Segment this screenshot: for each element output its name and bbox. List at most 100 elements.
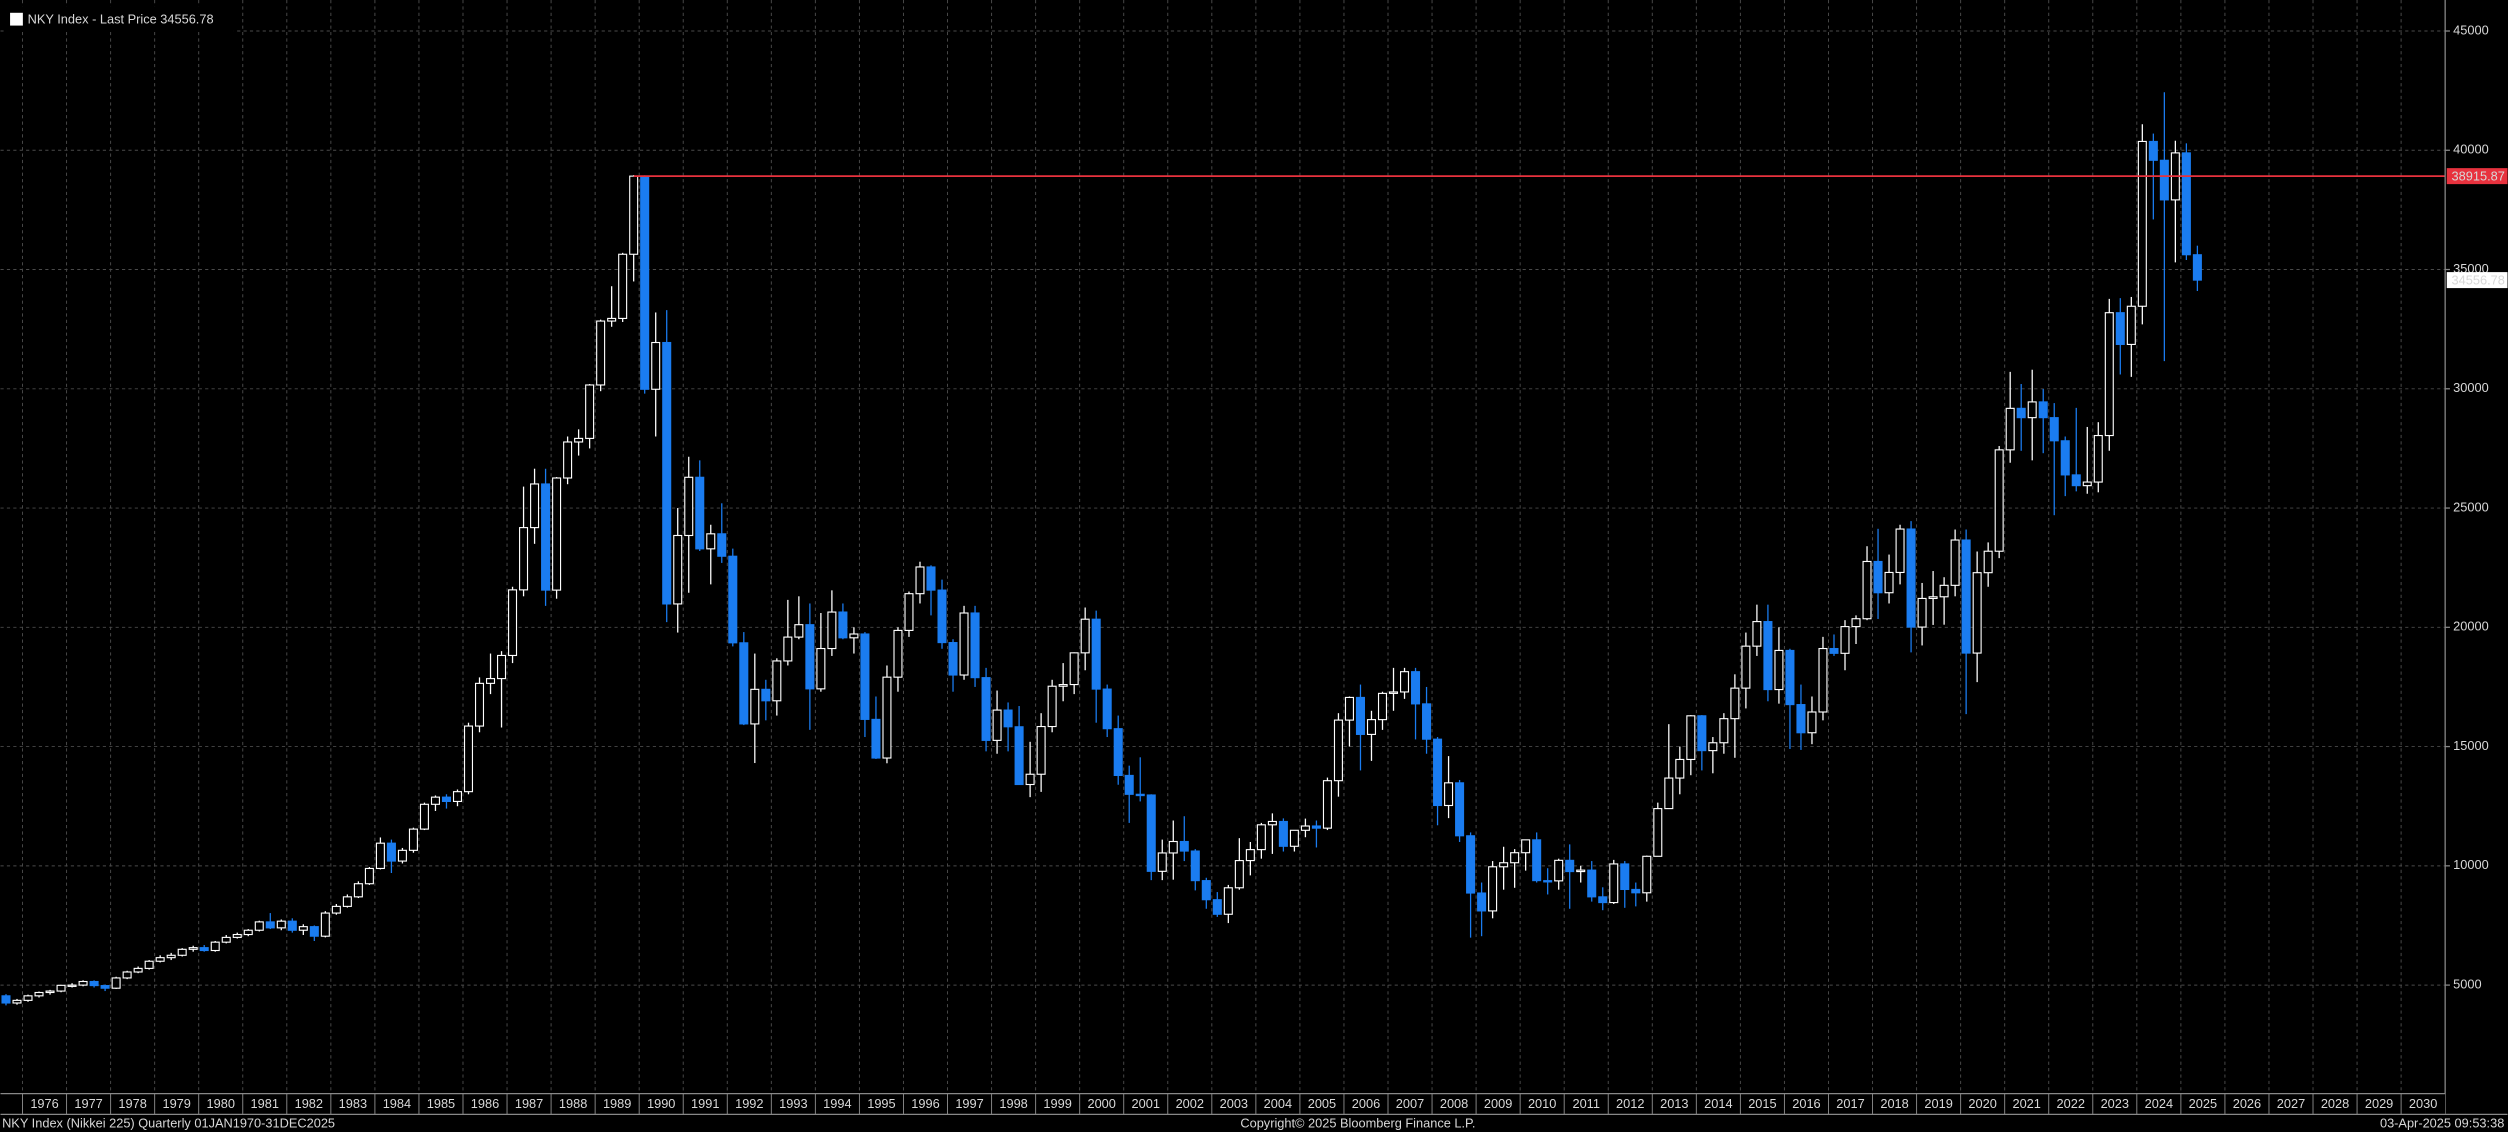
- x-tick-label: 1989: [603, 1096, 631, 1111]
- candle-body: [1135, 793, 1145, 797]
- candle-body: [1091, 618, 1101, 690]
- candle-body: [937, 589, 947, 644]
- candle-body: [78, 980, 88, 986]
- candle-body: [728, 555, 738, 644]
- candle-body: [1774, 649, 1784, 691]
- x-tick-label: 1991: [691, 1096, 719, 1111]
- candle-body: [1499, 862, 1509, 868]
- candle-body: [629, 175, 639, 255]
- candle-body: [574, 437, 584, 443]
- candle-body: [452, 791, 463, 802]
- candle-body: [2148, 140, 2158, 161]
- candle-body: [1642, 855, 1652, 894]
- candle-body: [970, 612, 980, 679]
- x-tick-label: 2018: [1880, 1096, 1908, 1111]
- x-tick-label: 1982: [295, 1096, 323, 1111]
- candle-body: [1741, 645, 1751, 689]
- candle-body: [1311, 825, 1321, 829]
- x-tick-label: 2025: [2189, 1096, 2217, 1111]
- candle-body: [243, 929, 253, 936]
- candle-body: [1917, 597, 1927, 628]
- candle-body: [1620, 863, 1630, 891]
- candle-body: [1895, 528, 1905, 574]
- candle-body: [1532, 839, 1542, 882]
- candle-body: [45, 990, 55, 994]
- x-tick-label: 2004: [1264, 1096, 1292, 1111]
- y-tick-label: 30000: [2453, 380, 2489, 395]
- x-tick-label: 1985: [427, 1096, 455, 1111]
- candle-body: [717, 533, 727, 557]
- chart-title: NKY Index - Last Price 34556.78: [28, 11, 214, 26]
- candle-body: [474, 682, 485, 727]
- candle-body: [265, 921, 275, 929]
- candle-body: [2082, 481, 2092, 487]
- candle-body: [1146, 794, 1156, 872]
- candle-body: [386, 842, 396, 862]
- candle-body: [232, 933, 242, 938]
- candle-body: [1212, 899, 1222, 915]
- candle-body: [1333, 719, 1343, 782]
- candle-body: [618, 253, 628, 319]
- candle-body: [1256, 824, 1266, 851]
- candle-body: [772, 660, 782, 702]
- candle-body: [353, 883, 363, 898]
- candle-body: [1631, 888, 1641, 894]
- candle-body: [1719, 718, 1729, 744]
- candle-body: [111, 977, 121, 989]
- reference-label: 38915.87: [2452, 168, 2505, 183]
- candle-body: [1488, 866, 1498, 912]
- y-tick-label: 5000: [2453, 976, 2481, 991]
- candle-body: [1124, 774, 1134, 795]
- candle-body: [2126, 305, 2136, 345]
- candle-body: [1686, 715, 1696, 761]
- candle-body: [419, 803, 429, 830]
- candle-body: [2027, 401, 2037, 419]
- candle-body: [530, 483, 540, 529]
- candle-body: [1157, 852, 1167, 872]
- candle-body: [1961, 539, 1971, 654]
- candle-body: [177, 948, 187, 956]
- candle-body: [761, 688, 771, 702]
- x-tick-label: 2007: [1396, 1096, 1424, 1111]
- candle-body: [320, 912, 330, 937]
- x-tick-label: 2006: [1352, 1096, 1380, 1111]
- y-tick-label: 45000: [2453, 22, 2489, 37]
- candle-body: [2159, 159, 2169, 201]
- candle-body: [100, 985, 110, 989]
- candle-body: [1664, 777, 1674, 810]
- candle-body: [199, 947, 209, 952]
- candle-body: [67, 984, 77, 987]
- candle-body: [1730, 687, 1740, 720]
- candle-body: [2038, 401, 2048, 419]
- candle-body: [1906, 528, 1916, 628]
- candle-body: [1411, 671, 1421, 705]
- y-tick-label: 10000: [2453, 857, 2489, 872]
- candle-body: [1245, 849, 1255, 862]
- x-tick-label: 1986: [471, 1096, 499, 1111]
- candle-body: [1102, 688, 1112, 730]
- x-tick-label: 2020: [1968, 1096, 1996, 1111]
- candle-body: [893, 629, 903, 678]
- x-tick-label: 1990: [647, 1096, 675, 1111]
- candle-body: [1598, 896, 1608, 904]
- candle-body: [992, 709, 1002, 741]
- footer-right: 03-Apr-2025 09:53:38: [2380, 1115, 2504, 1130]
- x-tick-label: 2027: [2277, 1096, 2305, 1111]
- x-tick-label: 2030: [2409, 1096, 2437, 1111]
- candle-body: [1983, 550, 1993, 574]
- candle-body: [1697, 715, 1707, 752]
- candle-body: [2093, 434, 2103, 483]
- candle-body: [166, 954, 176, 959]
- candle-body: [1950, 539, 1960, 586]
- footer-left: NKY Index (Nikkei 225) Quarterly 01JAN19…: [2, 1115, 335, 1130]
- candle-body: [783, 636, 793, 662]
- candle-body: [144, 960, 154, 969]
- candle-body: [2060, 440, 2070, 476]
- x-tick-label: 1996: [911, 1096, 939, 1111]
- candle-body: [1234, 860, 1244, 889]
- candle-body: [1587, 869, 1597, 898]
- candle-body: [838, 611, 848, 639]
- candle-body: [1344, 696, 1354, 721]
- x-tick-label: 1998: [999, 1096, 1027, 1111]
- x-tick-label: 1997: [955, 1096, 983, 1111]
